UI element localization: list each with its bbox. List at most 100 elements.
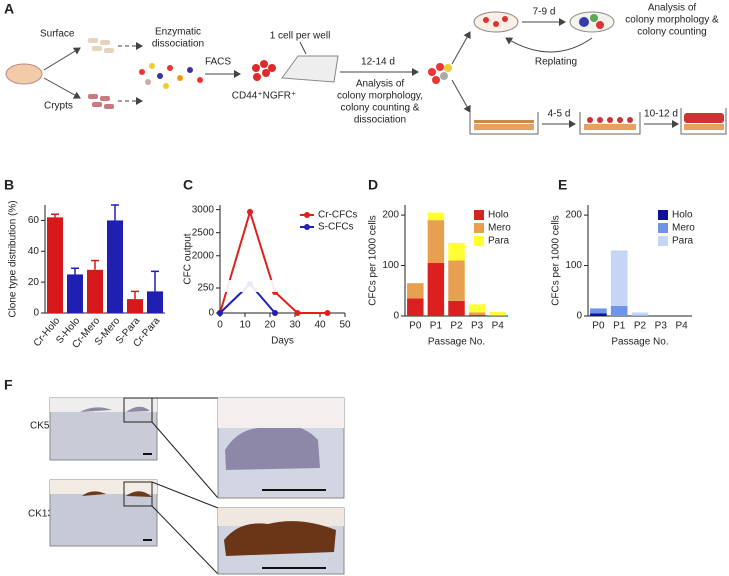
bar-segment [468,312,486,315]
bar [87,269,103,313]
label: colony morphology, [337,91,423,102]
bar [47,217,63,313]
label: dissociation [354,115,406,126]
bar-segment [448,260,465,301]
axis-break [221,280,346,292]
label: Analysis of [648,3,697,14]
y-tick-label: 100 [382,260,399,271]
transwell [680,108,727,135]
x-tick-label: Cr-Holo [32,315,63,349]
y-tick-label: 3000 [192,204,215,215]
label: 4-5 d [548,109,571,120]
bar-segment [590,313,607,316]
legend-label: Para [672,236,694,247]
panel-label: B [4,177,14,193]
legend-label: Holo [488,210,509,221]
x-tick-label: 40 [314,320,326,331]
legend-label: Mero [488,223,511,234]
x-tick-label: P2 [634,321,647,332]
x-tick-label: P2 [450,321,463,332]
sorted-cells [252,60,276,81]
tissue [82,491,152,497]
label: colony morphology & [625,15,719,26]
surface-cells [88,38,114,53]
bar-segment [468,314,486,316]
label: 12-14 d [361,57,395,68]
bar-segment [427,263,445,316]
tissue [225,425,320,470]
tissue [80,406,150,412]
bar-segment [427,212,445,221]
tissue [224,521,336,556]
row-label: CK5 [30,421,50,432]
marker [272,310,278,316]
axis [587,205,692,317]
background [50,480,157,494]
x-tick-label: P4 [675,321,688,332]
label: Surface [40,29,75,40]
bar [147,291,163,313]
x-tick-label: P3 [471,321,484,332]
panel-a: A Surface Crypts Enzymatic dissociation … [4,1,727,135]
background [50,398,157,412]
legend-label: Mero [672,223,695,234]
x-tick-label: 50 [339,320,351,331]
y-tick-label: 100 [565,260,582,271]
x-axis-label: Passage No. [611,337,668,348]
y-axis-label: CFCs per 1000 cells [551,215,562,306]
arrow [451,79,471,113]
bar-segment [427,220,445,264]
charts: B 0 20 40 60 Clone type distribution (%) Cr-Ho… [4,177,695,351]
transwell [579,112,641,135]
bar [107,220,123,313]
background [218,508,344,526]
bar [67,274,83,313]
label: dissociation [152,39,204,50]
x-tick-label: 30 [289,320,301,331]
bar [127,299,143,313]
panel-f: F CK5 CK13 [4,377,345,575]
bar-segment [489,314,506,316]
colony [428,63,452,84]
x-tick-label: 20 [264,320,276,331]
dissociated-cells [139,63,203,89]
x-tick-label: P1 [613,321,626,332]
label: CD44⁺NGFR⁺ [232,91,296,102]
label: 1 cell per well [270,31,331,42]
legend-label: Holo [672,210,693,221]
legend-swatch [474,236,484,246]
x-tick-label: 10 [239,320,251,331]
panel-label: C [183,177,193,193]
inset-box [123,481,153,507]
marker [324,310,331,316]
colonies [579,14,604,29]
x-tick-label: P4 [492,321,505,332]
legend-label: S-CFCs [318,222,354,233]
y-tick-label: 2500 [192,227,215,238]
y-tick-label: 60 [28,215,40,226]
x-tick-label: P0 [592,321,605,332]
label: colony counting & [341,103,420,114]
panel-label: D [368,177,378,193]
label: Replating [535,57,577,68]
inset-box [123,397,153,423]
marker [247,208,253,215]
bar-segment [407,298,424,316]
legend-swatch [658,210,668,220]
arrow [451,31,471,65]
legend-swatch [658,236,668,246]
arrow [505,37,593,53]
y-tick-label: 0 [576,311,582,322]
y-tick-label: 200 [565,210,582,221]
x-tick-label: P3 [655,321,668,332]
bar-segment [631,315,649,316]
legend-label: Cr-CFCs [318,210,357,221]
y-axis-label: CFCs per 1000 cells [368,215,379,306]
bar-segment [610,305,628,316]
panel-label: A [4,1,14,17]
legend-swatch [474,223,484,233]
y-tick-label: 0 [208,308,214,319]
bar-segment [590,308,607,314]
legend-marker [304,224,310,230]
label: colony counting [637,27,707,38]
